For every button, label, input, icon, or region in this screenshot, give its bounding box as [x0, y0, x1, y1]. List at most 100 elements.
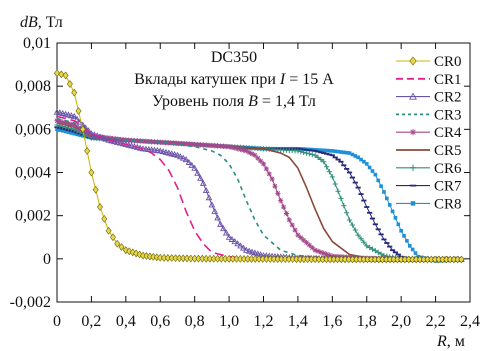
data-point	[157, 253, 164, 262]
data-point	[309, 151, 315, 158]
legend-entry-cr0: CR0	[396, 54, 462, 70]
data-point	[219, 225, 227, 232]
data-point	[409, 164, 417, 171]
data-point	[327, 148, 332, 153]
data-point	[188, 161, 196, 168]
data-point	[191, 164, 199, 171]
data-point	[112, 136, 118, 142]
data-point	[172, 254, 179, 263]
data-point	[289, 222, 295, 228]
data-point	[378, 251, 384, 257]
data-point	[325, 148, 329, 153]
data-point	[69, 131, 74, 135]
data-point	[379, 184, 383, 188]
data-point	[104, 135, 110, 141]
data-point	[92, 185, 99, 194]
data-point	[58, 70, 65, 79]
data-point	[54, 118, 60, 124]
data-point	[413, 251, 418, 255]
data-point	[295, 232, 301, 238]
data-point	[367, 165, 372, 170]
data-point	[370, 169, 375, 173]
data-point	[182, 156, 190, 163]
data-point	[298, 235, 304, 241]
data-point	[197, 142, 204, 148]
data-point	[65, 111, 72, 118]
y-tick-label: 0,002	[15, 208, 51, 225]
data-point	[347, 151, 352, 155]
data-point	[298, 149, 304, 155]
data-point	[372, 248, 378, 254]
data-point	[202, 186, 210, 194]
data-point	[306, 242, 312, 248]
x-tick-label: 1,6	[322, 313, 342, 330]
y-tick-label: 0,006	[15, 121, 51, 138]
data-point	[176, 140, 182, 147]
legend-label: CR5	[434, 143, 462, 159]
data-point	[222, 229, 230, 236]
data-point	[176, 153, 184, 160]
x-tick-label: 0,6	[150, 313, 170, 330]
data-point	[399, 228, 403, 233]
data-point	[211, 207, 219, 214]
data-point	[225, 233, 233, 240]
data-point	[118, 243, 125, 251]
data-point	[315, 248, 321, 254]
data-point	[359, 157, 363, 162]
data-point	[55, 127, 59, 132]
data-point	[458, 255, 465, 264]
data-point	[200, 142, 206, 148]
data-point	[355, 232, 361, 238]
legend-label: CR6	[434, 161, 462, 177]
data-point	[306, 151, 312, 157]
data-point	[275, 190, 281, 196]
data-point	[295, 148, 301, 154]
data-point	[215, 143, 221, 149]
data-point	[326, 169, 333, 175]
y-tick-label: -0,002	[10, 294, 51, 311]
legend-entry-cr8: CR8	[396, 196, 462, 212]
data-point	[257, 251, 264, 258]
data-point	[318, 249, 324, 255]
data-point	[63, 129, 68, 134]
data-point	[178, 141, 185, 147]
data-point	[62, 110, 69, 117]
data-point	[109, 135, 116, 142]
data-point	[303, 150, 310, 156]
data-point	[102, 134, 108, 141]
data-point	[346, 217, 353, 223]
data-point	[352, 227, 358, 233]
data-point	[136, 250, 143, 259]
data-point	[387, 203, 392, 207]
data-point	[312, 152, 318, 158]
data-point	[309, 245, 315, 251]
legend-entry-cr4: CR4	[396, 125, 462, 141]
data-point	[280, 204, 287, 210]
x-tick-label: 2,0	[391, 313, 411, 330]
data-point	[333, 149, 338, 154]
data-point	[184, 141, 190, 147]
data-point	[194, 142, 201, 148]
data-point	[315, 154, 321, 160]
data-point	[258, 158, 264, 164]
data-point	[390, 209, 395, 214]
data-point	[375, 249, 381, 255]
data-point	[206, 142, 212, 148]
x-tick-label: 1,0	[219, 313, 239, 330]
data-point	[385, 196, 389, 201]
data-point	[278, 197, 284, 204]
data-point	[332, 181, 338, 187]
x-tick-label: 1,2	[254, 313, 274, 330]
tick-labels: 0 0,2 0,4 0,6 0,8 1,0 1,2 1,4 1,6 1,8 2,0 2,2 2,4 -0,…	[10, 35, 480, 330]
data-point	[402, 233, 406, 238]
data-point	[344, 210, 350, 216]
data-point	[194, 169, 201, 176]
data-point	[162, 148, 170, 155]
data-point	[114, 239, 121, 248]
data-point	[126, 137, 132, 143]
data-point	[229, 144, 235, 150]
data-point	[322, 148, 327, 153]
data-point	[74, 124, 80, 130]
data-point	[409, 56, 417, 66]
